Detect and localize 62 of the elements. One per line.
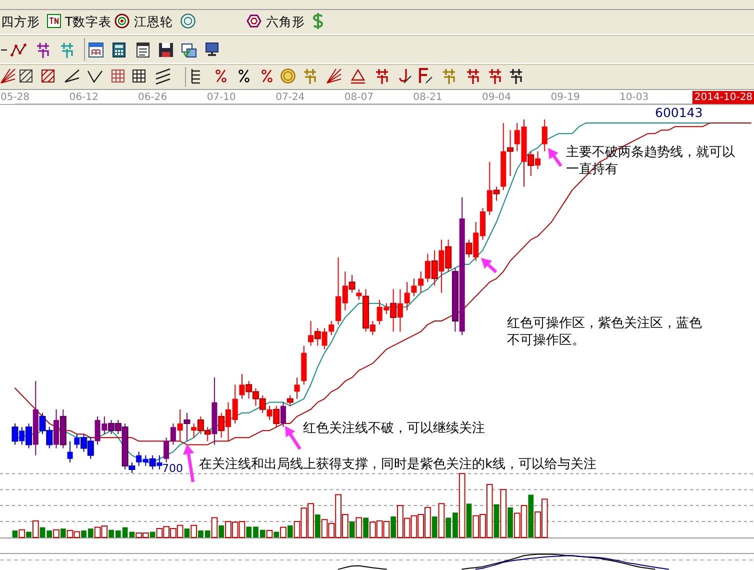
bar bbox=[274, 532, 280, 538]
x-tick-label: 07-24 bbox=[276, 92, 305, 103]
bar bbox=[390, 516, 396, 538]
text: 四方形 bbox=[1, 14, 40, 29]
candlestick bbox=[280, 402, 286, 428]
bar bbox=[12, 530, 18, 538]
x-tick-label: 05-28 bbox=[0, 92, 30, 103]
x-tick-label: 09-19 bbox=[550, 92, 580, 103]
bar bbox=[528, 494, 534, 538]
bar bbox=[287, 525, 293, 538]
x-tick-label: 07-10 bbox=[206, 92, 236, 103]
candlestick bbox=[542, 119, 548, 152]
x-tick-label: 06-12 bbox=[69, 92, 98, 103]
candlestick bbox=[286, 394, 294, 406]
x-tick-label: 06-26 bbox=[138, 92, 168, 103]
bar bbox=[356, 517, 362, 538]
candlestick bbox=[294, 377, 300, 400]
bar bbox=[363, 518, 368, 538]
bar bbox=[280, 526, 286, 538]
bar bbox=[53, 529, 60, 538]
bar bbox=[266, 530, 273, 538]
candlestick bbox=[170, 423, 176, 446]
annotation: 红色关注线不破，可以继续关注 bbox=[303, 421, 485, 436]
bar bbox=[349, 522, 355, 538]
bar bbox=[26, 532, 32, 538]
text: 六角形 bbox=[266, 14, 305, 29]
bar bbox=[18, 529, 26, 538]
annotation: 在关注线和出局线上获得支撑，同时是紫色关注的k线，可以给与关注 bbox=[199, 457, 597, 472]
candlestick bbox=[411, 278, 417, 297]
bar bbox=[314, 514, 320, 538]
bar bbox=[211, 517, 218, 538]
chart-title: 600143 bbox=[655, 105, 703, 120]
candlestick bbox=[67, 440, 73, 463]
x-tick-label: 08-07 bbox=[344, 92, 374, 103]
bar bbox=[500, 489, 507, 538]
x-tick-label: 09-04 bbox=[482, 92, 512, 103]
bar bbox=[129, 532, 135, 538]
bar bbox=[438, 503, 445, 538]
bar bbox=[32, 520, 39, 538]
bar bbox=[150, 532, 156, 538]
text: 江恩轮 bbox=[134, 14, 173, 29]
bar bbox=[508, 507, 513, 538]
text: T数字表 bbox=[64, 14, 112, 29]
bar bbox=[432, 516, 438, 538]
candlestick bbox=[418, 271, 424, 294]
candlestick bbox=[184, 412, 190, 442]
bar bbox=[60, 528, 66, 538]
bar bbox=[218, 525, 224, 538]
bar bbox=[190, 524, 198, 538]
x-tick-label: 10-03 bbox=[620, 92, 649, 103]
candlestick bbox=[164, 437, 170, 463]
candlestick bbox=[328, 320, 334, 336]
annotation: 红色可操作区，紫色关注区，蓝色不可操作区。 bbox=[507, 316, 702, 348]
bar bbox=[494, 504, 500, 538]
bar bbox=[458, 473, 466, 538]
bar bbox=[466, 504, 472, 538]
bar bbox=[184, 528, 190, 538]
x-tick-label: 08-21 bbox=[413, 92, 442, 103]
candlestick bbox=[404, 282, 410, 311]
candlestick bbox=[177, 408, 183, 442]
candlestick bbox=[128, 462, 136, 474]
annotation: 700 bbox=[162, 462, 183, 475]
